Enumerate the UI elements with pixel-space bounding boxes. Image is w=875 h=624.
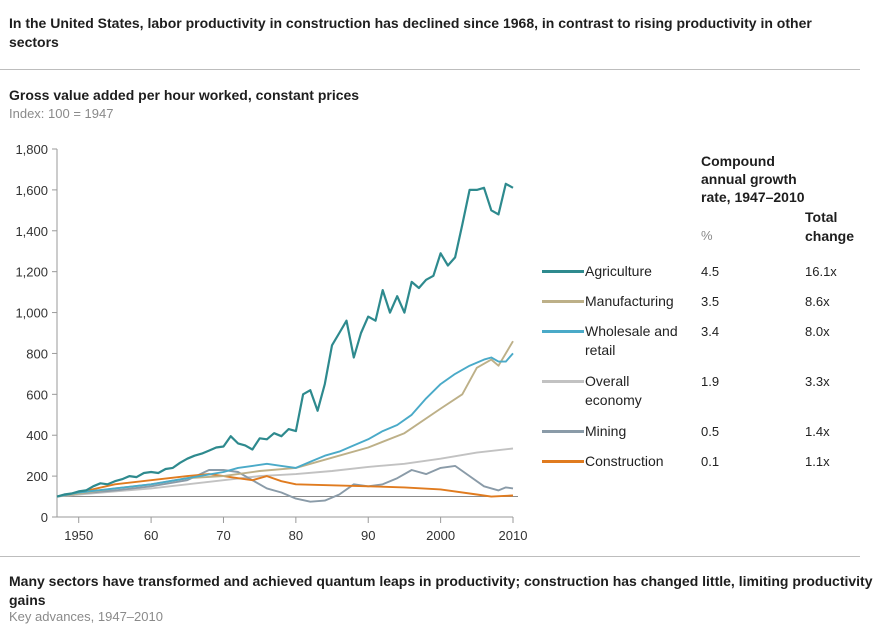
y-tick-label: 1,600 <box>15 183 48 198</box>
x-tick-label: 90 <box>361 528 375 543</box>
legend-row: Wholesale and retail 3.4 8.0x <box>540 322 870 362</box>
legend-swatch <box>542 430 584 433</box>
legend-series-name: Agriculture <box>585 263 652 279</box>
y-tick-label: 0 <box>41 510 48 525</box>
legend-series-name: Mining <box>585 423 627 439</box>
x-tick-label: 70 <box>216 528 230 543</box>
headline: In the United States, labor productivity… <box>9 15 812 50</box>
legend-swatch <box>542 330 584 333</box>
divider <box>0 69 860 70</box>
x-tick-label: 2010 <box>499 528 528 543</box>
legend-series-name: Construction <box>585 453 664 469</box>
legend-swatch <box>542 270 584 273</box>
legend-rate-unit: % <box>701 228 713 243</box>
y-tick-label: 200 <box>26 469 48 484</box>
legend-total-value: 8.6x <box>805 294 830 309</box>
x-tick-label: 2000 <box>426 528 455 543</box>
legend-rate-value: 4.5 <box>701 264 720 279</box>
y-tick-label: 1,800 <box>15 142 48 157</box>
y-tick-label: 800 <box>26 346 48 361</box>
legend-rate-value: 0.1 <box>701 454 720 469</box>
legend-rate-value: 3.4 <box>701 324 720 339</box>
y-tick-label: 1,000 <box>15 306 48 321</box>
y-tick-label: 400 <box>26 428 48 443</box>
footer-title: Many sectors have transformed and achiev… <box>9 573 873 608</box>
divider <box>0 556 860 557</box>
legend-rate-value: 1.9 <box>701 374 720 389</box>
legend-row: Manufacturing 3.5 8.6x <box>540 292 870 332</box>
legend-total-value: 3.3x <box>805 374 830 389</box>
legend-swatch <box>542 300 584 303</box>
legend-rate-header: Compound annual growth rate, 1947–2010 <box>701 153 805 205</box>
legend-series-name: Overall economy <box>585 373 642 408</box>
legend-total-value: 16.1x <box>805 264 837 279</box>
chart-title: Gross value added per hour worked, const… <box>9 87 360 103</box>
legend-total-value: 1.1x <box>805 454 830 469</box>
legend-total-value: 1.4x <box>805 424 830 439</box>
legend-total-value: 8.0x <box>805 324 830 339</box>
legend-row: Mining 0.5 1.4x <box>540 422 870 462</box>
legend-swatch <box>542 460 584 463</box>
legend-total-header: Total change <box>805 209 855 244</box>
line-chart: 0 200 400 600 800 1,000 1,200 1,400 1,600 1,800 19… <box>15 142 528 543</box>
footer-note: Key advances, 1947–2010 <box>9 609 163 624</box>
legend-rate-value: 0.5 <box>701 424 720 439</box>
y-tick-label: 1,400 <box>15 224 48 239</box>
legend-series-name: Wholesale and retail <box>585 323 678 358</box>
y-tick-label: 1,200 <box>15 265 48 280</box>
chart-subtitle: Index: 100 = 1947 <box>9 106 114 121</box>
x-tick-label: 60 <box>144 528 158 543</box>
y-tick-label: 600 <box>26 387 48 402</box>
legend-rate-value: 3.5 <box>701 294 720 309</box>
legend-series-name: Manufacturing <box>585 293 674 309</box>
legend-row: Construction 0.1 1.1x <box>540 452 870 492</box>
series-line-wholesale-and-retail <box>56 352 514 498</box>
series-line-construction <box>56 473 514 498</box>
series-line-agriculture <box>56 182 514 498</box>
series-line-manufacturing <box>56 340 514 498</box>
legend-row: Overall economy 1.9 3.3x <box>540 372 870 412</box>
legend-row: Agriculture 4.5 16.1x <box>540 262 870 302</box>
series-line-overall-economy <box>56 447 514 498</box>
x-tick-label: 1950 <box>64 528 93 543</box>
legend-swatch <box>542 380 584 383</box>
x-tick-label: 80 <box>289 528 303 543</box>
